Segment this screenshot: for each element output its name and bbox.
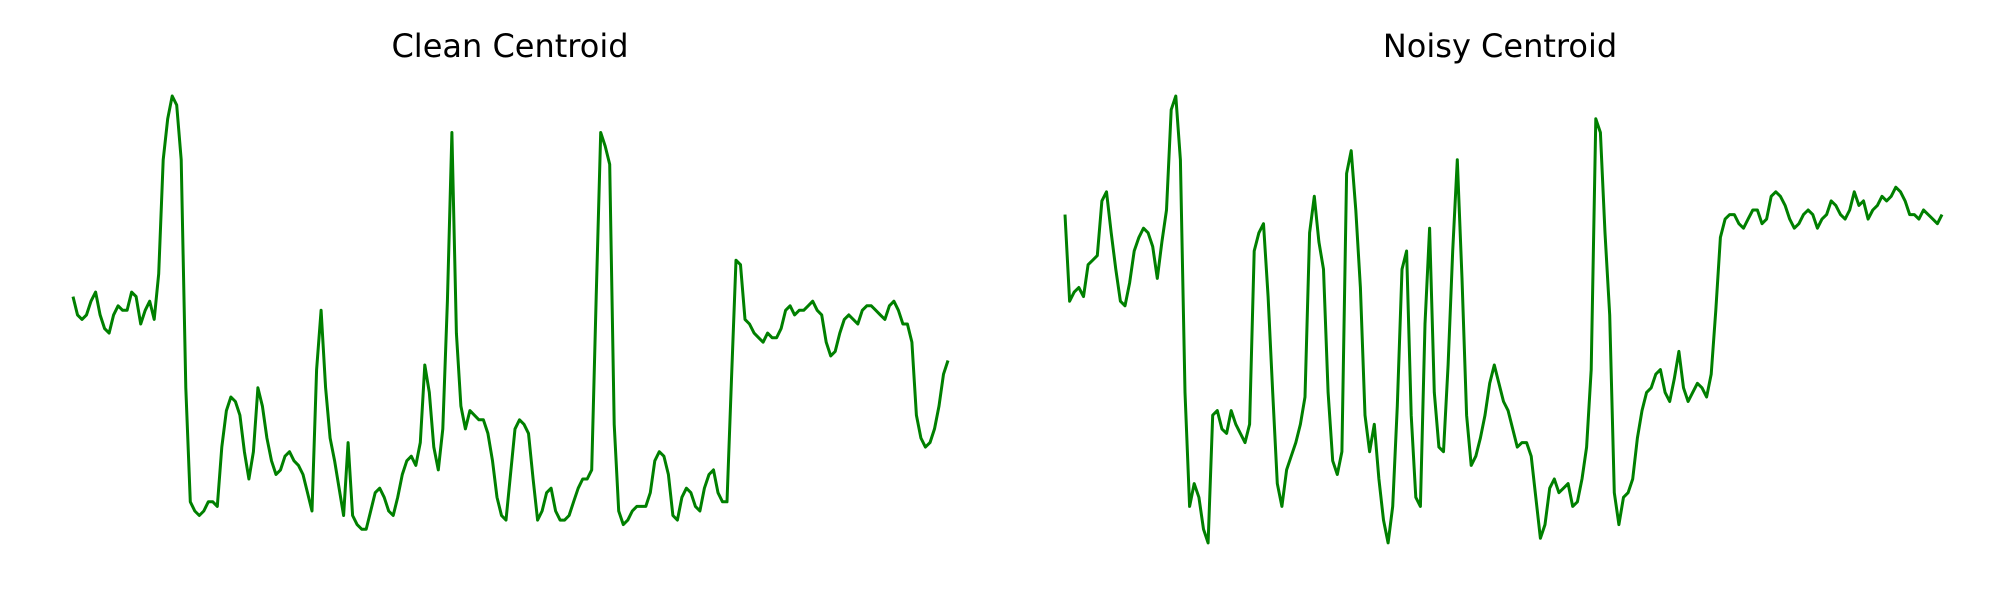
clean-centroid-plot-area — [71, 94, 950, 531]
noisy-centroid-plot-area — [1063, 94, 1944, 545]
noisy-centroid-title: Noisy Centroid — [1383, 27, 1617, 65]
clean-centroid-title: Clean Centroid — [391, 27, 628, 65]
noisy-centroid-panel: Noisy Centroid — [1063, 27, 1944, 545]
noisy-centroid-series-line — [1063, 94, 1944, 545]
clean-centroid-panel: Clean Centroid — [71, 27, 950, 531]
clean-centroid-series-line — [71, 94, 950, 531]
